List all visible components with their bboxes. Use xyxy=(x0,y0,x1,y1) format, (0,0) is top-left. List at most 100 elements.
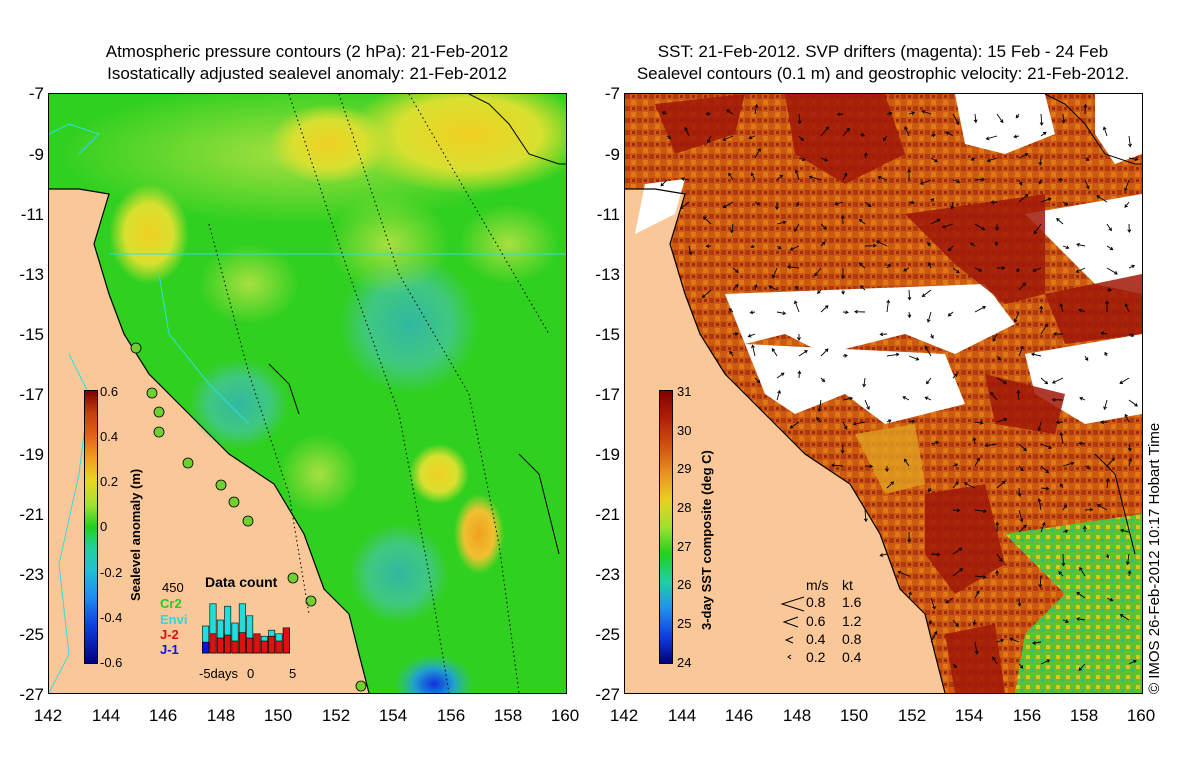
velocity-arrow xyxy=(886,419,892,423)
velocity-arrow xyxy=(1051,397,1064,402)
velocity-arrow xyxy=(863,509,868,523)
velocity-arrow xyxy=(928,261,932,269)
sst-cbar-tick: 27 xyxy=(677,539,692,554)
left-ytick: -13 xyxy=(19,265,44,284)
velocity-arrow xyxy=(840,214,845,225)
velocity-arrow xyxy=(1104,351,1108,357)
velocity-arrow xyxy=(1040,443,1053,450)
left-ytick: -27 xyxy=(19,685,44,704)
velocity-arrow xyxy=(798,350,808,357)
velocity-arrow xyxy=(1078,441,1086,446)
velocity-arrow xyxy=(921,289,932,298)
velocity-arrow xyxy=(776,174,784,181)
left-xtick: 158 xyxy=(493,706,523,725)
velocity-arrow xyxy=(820,348,829,357)
velocity-arrow xyxy=(787,265,800,270)
velocity-arrow xyxy=(952,663,957,669)
sealevel-cbar-tick: -0.4 xyxy=(100,610,123,625)
velocity-arrow xyxy=(974,267,983,272)
data-count-bar-j2 xyxy=(209,633,217,654)
velocity-arrow xyxy=(754,104,759,115)
velocity-arrow xyxy=(947,311,954,317)
velocity-arrow xyxy=(970,242,976,247)
data-count-bar-j2 xyxy=(253,633,261,654)
velocity-arrow xyxy=(1015,113,1020,119)
right-xtick: 146 xyxy=(724,706,754,725)
velocity-arrow xyxy=(830,463,844,468)
velocity-arrow xyxy=(1032,640,1042,645)
velocity-arrow xyxy=(1128,457,1133,467)
left-ytick: -19 xyxy=(19,445,44,464)
velocity-legend-header-kt: kt xyxy=(842,577,853,593)
velocity-arrow xyxy=(972,619,977,626)
left-ytick: -15 xyxy=(19,325,44,344)
sealevel-colorbar xyxy=(84,390,98,664)
velocity-arrow xyxy=(775,201,779,211)
sealevel-cbar-label: Sealevel anomaly (m) xyxy=(128,468,143,601)
data-count-bar-j2 xyxy=(282,627,290,654)
velocity-arrow xyxy=(1106,288,1112,292)
data-count-bar-j2 xyxy=(246,637,254,654)
velocity-arrow xyxy=(852,421,866,426)
velocity-arrow xyxy=(1084,157,1090,161)
sealevel-cbar-tick: 0.2 xyxy=(100,474,119,489)
velocity-arrow xyxy=(820,126,829,137)
right-xtick: 154 xyxy=(954,706,984,725)
velocity-arrow xyxy=(772,267,778,279)
velocity-arrow xyxy=(1040,465,1050,474)
velocity-arrow xyxy=(996,266,1006,270)
velocity-arrow xyxy=(749,310,756,315)
velocity-arrow xyxy=(860,285,866,291)
velocity-arrow xyxy=(793,300,800,313)
sst-cbar-label: 3-day SST composite (deg C) xyxy=(699,450,714,630)
velocity-arrow xyxy=(1083,103,1088,115)
velocity-arrow xyxy=(908,355,920,361)
velocity-arrow xyxy=(1051,377,1064,384)
velocity-arrow xyxy=(750,172,756,181)
velocity-arrow xyxy=(952,463,959,467)
data-count-bar-j2 xyxy=(231,640,239,654)
velocity-arrow xyxy=(974,305,987,313)
velocity-arrow xyxy=(930,157,938,163)
velocity-arrow xyxy=(1084,507,1094,512)
left-xtick: 142 xyxy=(33,706,63,725)
left-ytick: -9 xyxy=(28,145,44,164)
left-ytick: -11 xyxy=(20,205,44,224)
velocity-arrow xyxy=(879,553,888,557)
velocity-arrow xyxy=(817,399,822,413)
velocity-arrow xyxy=(992,656,998,665)
velocity-arrow xyxy=(908,419,916,424)
velocity-arrow xyxy=(1058,571,1064,577)
right-ytick: -23 xyxy=(595,565,620,584)
right-ytick: -9 xyxy=(604,145,620,164)
velocity-arrow xyxy=(1124,179,1130,192)
right-xtick: 160 xyxy=(1126,706,1156,725)
velocity-arrow xyxy=(1062,461,1075,467)
velocity-arrow xyxy=(1013,134,1020,139)
velocity-arrow xyxy=(1106,245,1114,251)
sealevel-cbar-tick: 0 xyxy=(100,519,108,534)
velocity-arrow xyxy=(795,285,800,291)
velocity-legend-ms: 0.6 xyxy=(806,613,826,629)
velocity-arrow xyxy=(728,308,734,313)
velocity-arrow xyxy=(952,508,961,513)
data-count-bar-j2 xyxy=(216,637,224,654)
right-title-line2: Sealevel contours (0.1 m) and geostrophi… xyxy=(636,64,1130,83)
velocity-arrow xyxy=(728,172,734,181)
right-ytick: -15 xyxy=(595,325,620,344)
velocity-arrow xyxy=(808,175,822,181)
velocity-arrow xyxy=(945,131,954,137)
velocity-arrow xyxy=(754,147,761,159)
velocity-arrow xyxy=(907,531,912,543)
velocity-arrow xyxy=(1038,179,1043,185)
velocity-arrow xyxy=(1018,443,1027,452)
velocity-arrow xyxy=(1127,223,1132,234)
velocity-arrow xyxy=(952,113,960,126)
velocity-legend-ms: 0.2 xyxy=(806,649,826,665)
velocity-arrow xyxy=(1100,420,1108,425)
velocity-arrow xyxy=(816,289,822,294)
velocity-arrow xyxy=(722,201,734,209)
velocity-arrow xyxy=(1075,267,1086,273)
velocity-arrow xyxy=(928,619,933,625)
velocity-arrow xyxy=(1040,486,1050,491)
